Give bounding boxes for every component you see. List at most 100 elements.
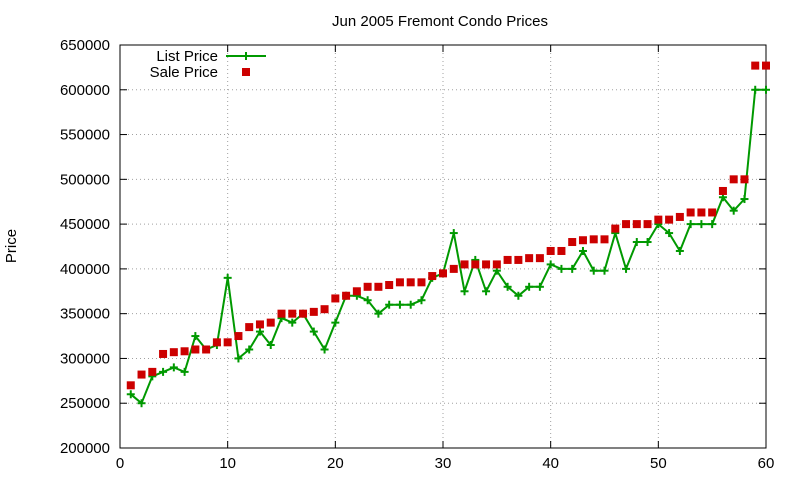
list-price-point	[159, 367, 168, 376]
sale-price-point	[751, 61, 760, 70]
list-price-point	[708, 220, 717, 229]
list-price-point	[751, 85, 760, 94]
legend: List Price Sale Price	[150, 48, 266, 81]
sale-price-point	[277, 309, 286, 318]
list-price-point	[417, 296, 426, 305]
y-tick-label: 550000	[60, 127, 110, 144]
sale-price-point	[611, 224, 620, 233]
list-price-point	[460, 287, 469, 296]
list-price-point	[675, 246, 684, 255]
list-price-point	[395, 300, 404, 309]
sale-price-point	[202, 345, 211, 354]
sale-price-point	[288, 309, 297, 318]
sale-price-point	[535, 254, 544, 263]
sale-price-point	[643, 220, 652, 229]
sale-price-point	[266, 318, 275, 327]
list-price-point	[686, 220, 695, 229]
list-price-point	[578, 246, 587, 255]
sale-price-point	[460, 260, 469, 269]
sale-price-point	[212, 338, 221, 347]
list-price-point	[568, 264, 577, 273]
sale-price-point	[449, 264, 458, 273]
sale-price-point	[180, 347, 189, 356]
sale-price-point	[245, 323, 254, 332]
sale-price-point	[718, 186, 727, 195]
list-price-point	[643, 238, 652, 247]
list-price-point	[762, 85, 770, 94]
list-price-point	[126, 390, 135, 399]
sale-price-point	[374, 282, 383, 291]
sale-price-point	[159, 349, 168, 358]
list-price-point	[309, 327, 318, 336]
x-axis-ticks: 0 10 20 30 40 50 60	[116, 45, 774, 472]
sale-price-point	[126, 381, 135, 390]
y-tick-label: 500000	[60, 171, 110, 188]
list-price-point	[320, 345, 329, 354]
list-price-point	[245, 345, 254, 354]
sale-price-point	[665, 215, 674, 224]
list-price-point	[525, 282, 534, 291]
y-tick-label: 600000	[60, 82, 110, 99]
list-price-line	[130, 88, 766, 405]
sale-price-point	[385, 281, 394, 290]
series-list-price	[126, 85, 770, 408]
sale-price-point	[137, 370, 146, 379]
sale-price-point	[320, 305, 329, 314]
list-price-point	[697, 220, 706, 229]
x-tick-label: 30	[435, 455, 452, 472]
sale-price-point	[223, 338, 232, 347]
list-price-point	[589, 266, 598, 275]
list-price-point	[482, 287, 491, 296]
chart-title: Jun 2005 Fremont Condo Prices	[332, 13, 548, 30]
y-tick-label: 250000	[60, 395, 110, 412]
sale-price-point	[557, 246, 566, 255]
list-price-point	[169, 363, 178, 372]
sale-price-point	[309, 307, 318, 316]
sale-price-point	[299, 309, 308, 318]
sale-price-point	[740, 175, 749, 184]
sale-price-point	[428, 272, 437, 281]
list-price-point	[665, 229, 674, 238]
list-price-point	[535, 282, 544, 291]
list-price-point	[740, 195, 749, 204]
list-price-point	[546, 260, 555, 269]
sale-price-point	[686, 208, 695, 217]
sale-price-point	[503, 255, 512, 264]
sale-price-point	[654, 215, 663, 224]
list-price-point	[255, 327, 264, 336]
list-price-point	[191, 332, 200, 341]
sale-price-point	[729, 175, 738, 184]
sale-price-point	[169, 348, 178, 357]
sale-price-point	[363, 282, 372, 291]
legend-marker-sale-price	[242, 68, 250, 76]
series-sale-price	[126, 61, 770, 390]
list-price-point	[137, 399, 146, 408]
list-price-point	[331, 318, 340, 327]
list-price-point	[234, 354, 243, 363]
sale-price-point	[578, 236, 587, 245]
list-price-point	[600, 266, 609, 275]
list-price-point	[385, 300, 394, 309]
list-price-point	[557, 264, 566, 273]
sale-price-point	[514, 255, 523, 264]
y-tick-label: 350000	[60, 306, 110, 323]
y-axis-ticks: 200000 250000 300000 350000 400000 450000 5000…	[60, 37, 766, 457]
y-tick-label: 200000	[60, 440, 110, 457]
sale-price-point	[482, 260, 491, 269]
sale-price-point	[697, 208, 706, 217]
x-tick-label: 50	[650, 455, 667, 472]
sale-price-point	[342, 291, 351, 300]
list-price-point	[363, 296, 372, 305]
sale-price-point	[708, 208, 717, 217]
sale-price-point	[395, 278, 404, 287]
list-price-point	[449, 229, 458, 238]
sale-price-point	[417, 278, 426, 287]
sale-price-point	[675, 212, 684, 221]
list-price-point	[374, 309, 383, 318]
sale-price-point	[600, 235, 609, 244]
sale-price-point	[632, 220, 641, 229]
sale-price-point	[439, 269, 447, 278]
y-tick-label: 650000	[60, 37, 110, 54]
sale-price-point	[589, 235, 598, 244]
